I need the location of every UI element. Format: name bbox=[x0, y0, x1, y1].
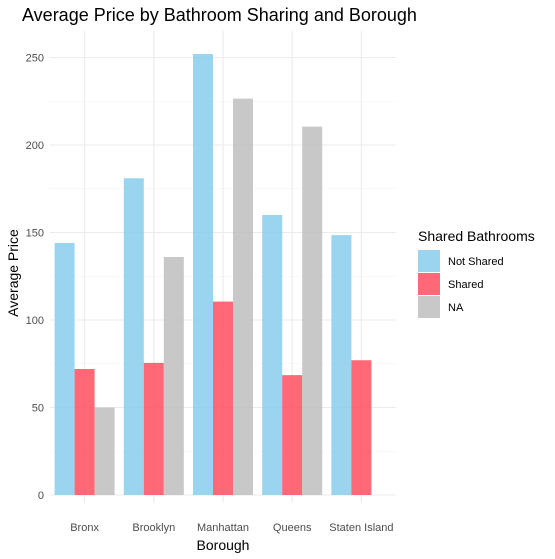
y-axis-ticks: 0 50 100 150 200 250 bbox=[26, 53, 44, 503]
bar-na-manhattan bbox=[233, 98, 253, 495]
x-tick-label: Staten Island bbox=[329, 522, 393, 534]
bar-shared-brooklyn bbox=[143, 362, 164, 495]
bar-shared-manhattan bbox=[213, 301, 233, 495]
bar-shared-bronx bbox=[74, 369, 95, 495]
bars bbox=[54, 54, 372, 495]
x-axis-ticks: Bronx Brooklyn Manhattan Queens Staten Islan… bbox=[70, 522, 393, 534]
bar-not-shared-staten-island bbox=[331, 235, 352, 495]
bar-na-bronx bbox=[94, 407, 115, 495]
legend-swatch bbox=[418, 250, 440, 272]
bar-not-shared-queens bbox=[262, 215, 283, 495]
y-tick-label: 150 bbox=[26, 228, 44, 240]
bar-not-shared-manhattan bbox=[193, 54, 213, 495]
legend-title: Shared Bathrooms bbox=[418, 228, 535, 244]
bar-shared-queens bbox=[282, 375, 303, 495]
bar-na-brooklyn bbox=[163, 257, 184, 495]
bar-not-shared-brooklyn bbox=[123, 178, 144, 495]
bar-na-queens bbox=[302, 126, 323, 495]
x-axis-title: Borough bbox=[197, 537, 250, 553]
y-axis-title: Average Price bbox=[5, 229, 21, 317]
legend: Shared Bathrooms Not Shared Shared NA bbox=[418, 228, 535, 318]
legend-swatch bbox=[418, 296, 440, 318]
x-tick-label: Manhattan bbox=[197, 522, 249, 534]
y-tick-label: 250 bbox=[26, 53, 44, 65]
legend-label: NA bbox=[448, 302, 464, 314]
x-tick-label: Bronx bbox=[70, 522, 99, 534]
y-tick-label: 100 bbox=[26, 315, 44, 327]
legend-label: Shared bbox=[448, 279, 483, 291]
x-tick-label: Brooklyn bbox=[132, 522, 175, 534]
grid bbox=[50, 31, 396, 503]
bar-shared-staten-island bbox=[351, 360, 372, 495]
y-tick-label: 0 bbox=[38, 490, 44, 502]
bar-not-shared-bronx bbox=[54, 243, 75, 495]
x-tick-label: Queens bbox=[273, 522, 312, 534]
y-tick-label: 50 bbox=[32, 403, 44, 415]
legend-swatch bbox=[418, 273, 440, 295]
legend-label: Not Shared bbox=[448, 256, 504, 268]
chart-title: Average Price by Bathroom Sharing and Bo… bbox=[22, 5, 417, 25]
y-tick-label: 200 bbox=[26, 140, 44, 152]
